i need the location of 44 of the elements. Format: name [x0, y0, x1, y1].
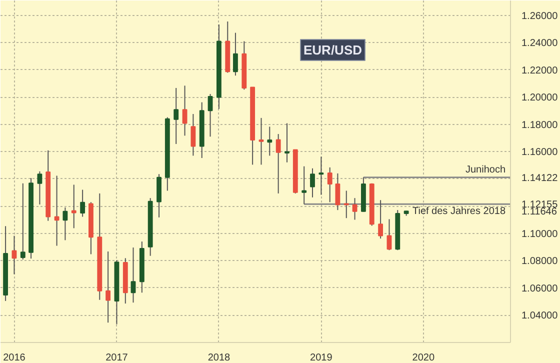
- candlestick: [71, 184, 76, 229]
- y-tick-label: 1.08000: [522, 256, 558, 268]
- candlestick: [208, 93, 213, 138]
- y-tick-label: 1.24000: [522, 38, 558, 50]
- y-tick-label: 1.26000: [522, 10, 558, 22]
- candlestick: [20, 182, 26, 260]
- y-tick-label: 1.22000: [522, 65, 558, 76]
- y-tick-label: 1.14122: [522, 172, 558, 184]
- candlestick: [174, 87, 179, 144]
- candlestick: [130, 247, 136, 304]
- candlestick: [258, 117, 264, 166]
- y-tick-label: 1.04000: [522, 310, 558, 322]
- y-tick-label: 1.06000: [522, 284, 558, 294]
- candlestick: [267, 126, 272, 156]
- candlestick: [327, 166, 332, 203]
- x-tick-label: 2017: [106, 352, 128, 363]
- y-tick-label: 1.20000: [522, 92, 558, 104]
- ref-line-label: Tief des Jahres 2018: [412, 206, 506, 218]
- y-tick-label: 1.10000: [522, 228, 558, 240]
- candlestick: [233, 32, 238, 76]
- candlestick: [54, 175, 60, 246]
- y-tick-label: 1.16000: [522, 147, 558, 158]
- x-tick-label: 2020: [412, 352, 435, 363]
- candlestick: [378, 200, 384, 240]
- candlestick: [352, 198, 358, 220]
- candlestick: [335, 172, 340, 211]
- candlestick: [37, 170, 42, 205]
- ref-line-label: Junihoch: [465, 164, 506, 176]
- x-tick-label: 2019: [310, 352, 333, 363]
- candlestick: [318, 156, 324, 196]
- candlestick: [190, 114, 196, 156]
- text: EUR/USD: [304, 42, 362, 58]
- candlestick: [284, 122, 290, 163]
- x-tick-label: 2018: [208, 352, 231, 363]
- candlestick: [276, 134, 281, 194]
- y-tick-label: 1.18000: [522, 120, 558, 131]
- candlestick: [62, 206, 68, 241]
- candlestick: [106, 250, 111, 324]
- candlestick: [310, 168, 315, 198]
- candlestick: [80, 189, 86, 218]
- candlestick: [386, 218, 392, 251]
- candlestick: [302, 166, 307, 205]
- x-tick-label: 2016: [3, 352, 26, 363]
- candlestick: [182, 85, 188, 136]
